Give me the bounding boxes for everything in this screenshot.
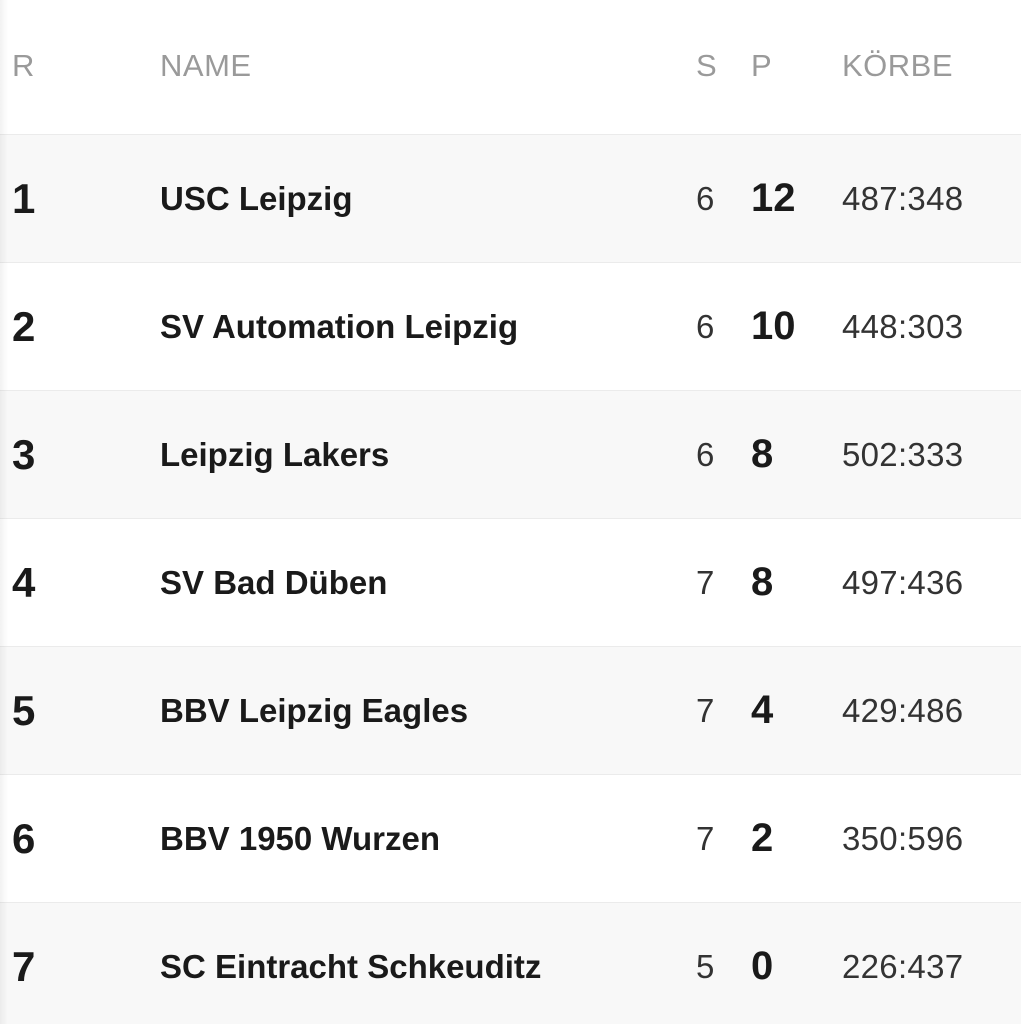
rank-cell: 4 <box>12 558 36 606</box>
points-cell: 12 <box>751 176 796 220</box>
baskets-cell: 429:486 <box>842 691 964 729</box>
team-name-cell: SV Bad Düben <box>160 563 388 601</box>
rank-cell: 3 <box>12 430 36 478</box>
header-name[interactable]: NAME <box>160 48 252 83</box>
points-cell: 8 <box>751 432 774 476</box>
table-row[interactable]: 2 SV Automation Leipzig 6 10 448:303 <box>0 262 1021 390</box>
table-row[interactable]: 5 BBV Leipzig Eagles 7 4 429:486 <box>0 646 1021 774</box>
table-row[interactable]: 3 Leipzig Lakers 6 8 502:333 <box>0 390 1021 518</box>
baskets-cell: 502:333 <box>842 435 964 473</box>
team-name-cell: BBV 1950 Wurzen <box>160 819 440 857</box>
points-cell: 2 <box>751 816 774 860</box>
games-cell: 7 <box>696 819 715 857</box>
rank-cell: 7 <box>12 942 36 990</box>
games-cell: 7 <box>696 563 715 601</box>
rank-cell: 6 <box>12 814 36 862</box>
rank-cell: 5 <box>12 686 36 734</box>
table-row[interactable]: 4 SV Bad Düben 7 8 497:436 <box>0 518 1021 646</box>
games-cell: 6 <box>696 179 715 217</box>
header-baskets[interactable]: KÖRBE <box>842 48 954 83</box>
team-name-cell: BBV Leipzig Eagles <box>160 691 469 729</box>
table-header-row: R NAME S P KÖRBE <box>0 0 1021 134</box>
baskets-cell: 448:303 <box>842 307 964 345</box>
rank-cell: 1 <box>12 174 36 222</box>
table-row[interactable]: 6 BBV 1950 Wurzen 7 2 350:596 <box>0 774 1021 902</box>
games-cell: 5 <box>696 947 715 985</box>
team-name-cell: SC Eintracht Schkeuditz <box>160 947 542 985</box>
games-cell: 7 <box>696 691 715 729</box>
rank-cell: 2 <box>12 302 36 350</box>
points-cell: 8 <box>751 560 774 604</box>
team-name-cell: Leipzig Lakers <box>160 435 390 473</box>
header-games[interactable]: S <box>696 48 718 83</box>
team-name-cell: SV Automation Leipzig <box>160 307 519 345</box>
header-points[interactable]: P <box>751 48 773 83</box>
baskets-cell: 226:437 <box>842 947 964 985</box>
team-name-cell: USC Leipzig <box>160 179 353 217</box>
points-cell: 4 <box>751 688 774 732</box>
baskets-cell: 497:436 <box>842 563 964 601</box>
points-cell: 10 <box>751 304 796 348</box>
games-cell: 6 <box>696 435 715 473</box>
baskets-cell: 350:596 <box>842 819 964 857</box>
header-rank[interactable]: R <box>12 48 35 83</box>
baskets-cell: 487:348 <box>842 179 964 217</box>
table-row[interactable]: 1 USC Leipzig 6 12 487:348 <box>0 134 1021 262</box>
points-cell: 0 <box>751 944 774 988</box>
table-row[interactable]: 7 SC Eintracht Schkeuditz 5 0 226:437 <box>0 902 1021 1024</box>
games-cell: 6 <box>696 307 715 345</box>
